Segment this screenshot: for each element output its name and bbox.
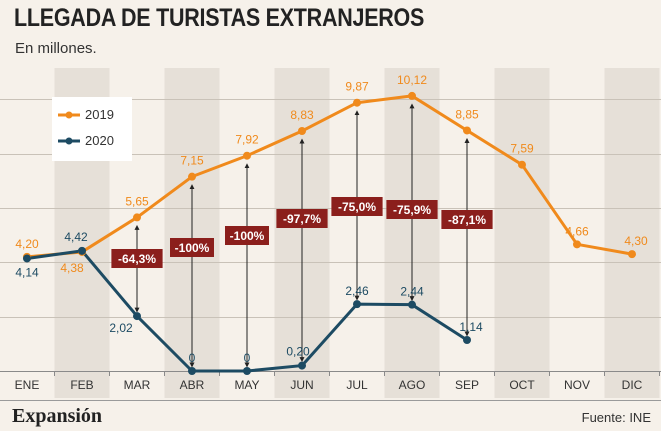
source-note: Fuente: INE	[581, 410, 651, 425]
percent-change-label: -64,3%	[118, 252, 156, 266]
chart-title: LLEGADA DE TURISTAS EXTRANJEROS	[14, 4, 425, 32]
percent-change-badge	[331, 197, 383, 216]
footer-divider	[0, 400, 661, 401]
value-label-2020: 2,44	[400, 285, 424, 299]
data-point-2019	[243, 151, 251, 160]
percent-change-badge	[170, 238, 214, 257]
x-tick-label: OCT	[509, 378, 535, 392]
percent-change-badge	[111, 249, 163, 268]
month-stripe	[604, 68, 660, 398]
value-label-2019: 5,65	[125, 194, 149, 208]
value-label-2020: 4,14	[15, 265, 39, 279]
value-label-2019: 10,12	[397, 73, 427, 87]
data-point-2019	[408, 91, 416, 100]
data-point-2020	[463, 336, 471, 345]
x-tick-label: MAY	[234, 378, 259, 392]
value-label-2019: 4,66	[565, 224, 589, 238]
data-point-2019	[518, 160, 526, 169]
x-tick-label: SEP	[455, 378, 479, 392]
data-point-2019	[133, 213, 141, 222]
data-point-2020	[408, 300, 416, 309]
chart-subtitle: En millones.	[15, 40, 97, 57]
legend-swatch-point	[65, 137, 73, 145]
percent-change-badge	[276, 209, 328, 228]
data-point-2019	[573, 240, 581, 249]
data-point-2020	[133, 312, 141, 321]
data-point-2019	[298, 126, 306, 135]
x-tick-label: JUL	[346, 378, 368, 392]
percent-change-label: -87,1%	[448, 213, 486, 227]
value-label-2019: 8,85	[455, 107, 479, 121]
data-point-2020	[298, 361, 306, 370]
data-point-2019	[353, 98, 361, 107]
percent-change-badge	[441, 210, 493, 229]
percent-change-label: -75,0%	[338, 200, 376, 214]
percent-change-badge	[225, 226, 269, 245]
value-label-2020: 2,02	[109, 321, 133, 335]
data-point-2020	[23, 254, 31, 263]
value-label-2019: 4,38	[60, 261, 84, 275]
value-label-2019: 4,30	[624, 234, 648, 248]
series-line-2019	[26, 94, 633, 259]
x-tick-label: ABR	[180, 378, 205, 392]
data-point-2019	[463, 126, 471, 135]
x-tick-label: MAR	[124, 378, 151, 392]
data-point-2019	[628, 250, 636, 259]
value-label-2019: 8,83	[290, 108, 314, 122]
percent-change-label: -100%	[175, 241, 210, 255]
data-point-2020	[188, 367, 196, 375]
value-label-2019: 7,15	[180, 154, 204, 168]
x-tick-label: FEB	[70, 378, 93, 392]
value-label-2019: 9,87	[345, 80, 369, 94]
x-tick-label: NOV	[564, 378, 590, 392]
percent-change-label: -97,7%	[283, 212, 321, 226]
value-label-2019: 4,20	[15, 237, 39, 251]
data-point-2019	[188, 172, 196, 181]
x-tick-label: AGO	[399, 378, 426, 392]
value-label-2019: 7,59	[510, 142, 534, 156]
value-label-2019: 7,92	[235, 133, 259, 147]
value-label-2020: 1,14	[459, 320, 483, 334]
percent-change-badge	[386, 200, 438, 219]
x-tick-label: ENE	[15, 378, 40, 392]
x-tick-label: JUN	[290, 378, 313, 392]
value-label-2020: 2,46	[345, 284, 369, 298]
data-point-2020	[353, 300, 361, 309]
percent-change-label: -100%	[230, 229, 265, 243]
data-point-2020	[243, 367, 251, 375]
month-stripe	[494, 68, 550, 398]
legend-label: 2020	[85, 133, 114, 148]
value-label-2020: 4,42	[64, 230, 88, 244]
value-label-2020: 0	[189, 351, 196, 365]
legend-label: 2019	[85, 107, 114, 122]
percent-change-label: -75,9%	[393, 203, 431, 217]
value-label-2020: 0	[244, 351, 251, 365]
value-label-2020: 0,20	[286, 345, 310, 359]
legend-box	[52, 97, 132, 161]
x-tick-label: DIC	[622, 378, 643, 392]
brand-logo: Expansión	[12, 405, 103, 427]
data-point-2020	[78, 246, 86, 255]
legend-swatch-point	[65, 111, 73, 119]
